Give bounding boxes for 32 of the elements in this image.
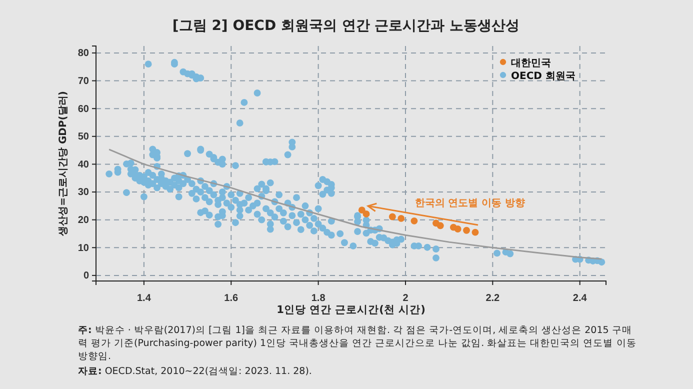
point <box>436 222 444 230</box>
y-tick-label: 30 <box>78 187 90 198</box>
point <box>398 214 405 222</box>
point <box>410 217 418 224</box>
point <box>362 210 370 218</box>
point <box>454 226 462 232</box>
y-tick-label: 50 <box>78 132 90 143</box>
point <box>472 228 479 236</box>
x-tick-label: 2.4 <box>572 293 588 304</box>
y-tick-label: 60 <box>78 104 90 115</box>
y-tick-label: 80 <box>78 48 90 60</box>
x-tick-label: 1.8 <box>311 293 326 304</box>
y-axis-title: 생산성=근로시간당 GDP(달러) <box>58 91 69 237</box>
text: 자료: OECD.Stat, 2010~22(검색일: 2023. 11. 28). <box>78 366 312 377</box>
legend-label: OECD 회원국 <box>511 71 576 82</box>
y-tick-label: 40 <box>78 159 90 170</box>
point <box>463 226 470 234</box>
annotation: 한국의 연도별 이동 방향 <box>414 198 526 209</box>
y-tick-label: 10 <box>78 242 90 254</box>
chart-title: [그림 2] OECD 회원국의 연간 근로시간과 노동생산성 <box>172 18 520 34</box>
x-axis-title: 1인당 연간 근로시간(천 시간) <box>276 304 426 316</box>
x-tick-label: 2.2 <box>486 293 500 304</box>
y-tick-label: 20 <box>78 215 90 226</box>
legend-label: 대한민국 <box>511 58 551 69</box>
x-tick-label: 1.6 <box>224 293 239 304</box>
y-tick-label: 70 <box>78 76 90 87</box>
point <box>358 206 366 214</box>
x-tick-label: 2 <box>402 293 409 304</box>
point <box>388 213 396 220</box>
x-tick-label: 1.4 <box>136 293 152 304</box>
y-tick-label: 0 <box>83 270 90 282</box>
text: 주: 박윤수 · 박우람(2017)의 [그림 1]을 최근 자료를 이용하여 재현함. 각 점은 국가-연도이며, 세로축의 생산성은 2015 구매력 평가 기준(Purchasing-power parity) 1인당 국내총생산을 연간 근로시간으로 나눈 값임. 화살표는 대한민국의 연도별 이동 방향임. <box>78 325 636 362</box>
